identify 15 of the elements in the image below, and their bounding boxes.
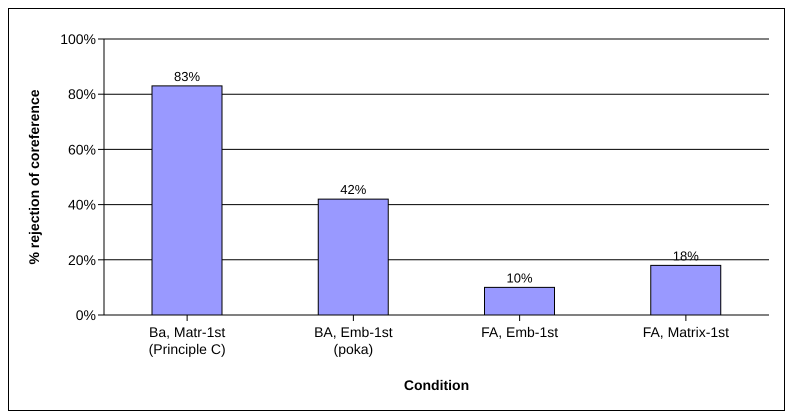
data-label: 10% — [506, 270, 533, 286]
y-tick-label: 60% — [68, 141, 96, 158]
y-tick-label: 80% — [68, 86, 96, 102]
y-tick-label: 0% — [76, 306, 96, 323]
x-tick-label: Ba, Matr-1st (Principle C) — [148, 324, 226, 357]
y-axis-title: % rejection of coreference — [26, 89, 42, 265]
x-axis-title: Condition — [404, 377, 470, 393]
y-tick-label: 20% — [68, 252, 96, 268]
x-tick-label: FA, Matrix-1st — [642, 324, 730, 340]
x-tick-label: FA, Emb-1st — [481, 324, 558, 340]
data-label: 42% — [340, 182, 367, 198]
data-label: 83% — [174, 68, 200, 84]
y-tick-label: 100% — [60, 30, 96, 47]
x-tick-label: BA, Emb-1st (poka) — [314, 324, 393, 357]
y-tick-label: 40% — [68, 196, 96, 213]
